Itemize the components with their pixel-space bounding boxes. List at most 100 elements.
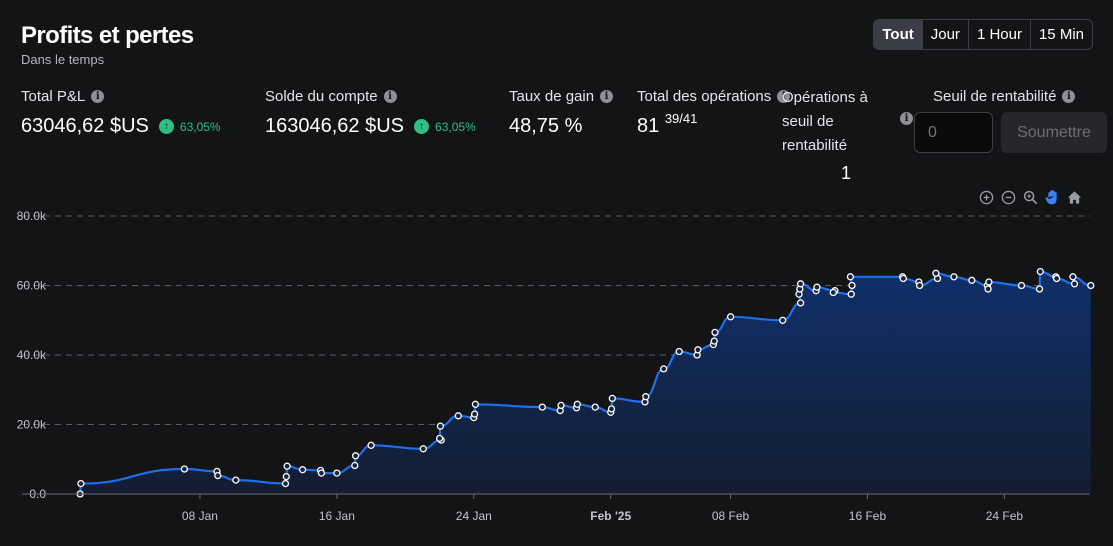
data-point <box>607 405 616 413</box>
stat-value: 1 <box>841 163 852 183</box>
data-point <box>283 462 291 470</box>
win-loss-count: 39/41 <box>664 111 698 126</box>
data-point <box>435 434 444 443</box>
data-point <box>642 393 650 401</box>
stat-total-pnl: Total P&L i 63046,62 $US ↑ 63,05% <box>21 88 221 138</box>
data-point <box>470 410 479 418</box>
data-point <box>779 316 787 324</box>
data-point <box>282 472 290 481</box>
stat-label: Taux de gain <box>509 88 595 105</box>
data-point <box>471 400 480 408</box>
data-point <box>232 476 240 484</box>
data-point <box>675 347 683 356</box>
stat-label: Opérations à seuil de rentabilité <box>782 89 868 154</box>
data-point <box>333 469 341 477</box>
data-point <box>796 280 805 288</box>
info-icon[interactable]: i <box>600 90 614 103</box>
page-title: Profits et pertes <box>21 22 194 49</box>
data-point <box>1069 273 1077 281</box>
range-button-15-min[interactable]: 15 Min <box>1029 20 1092 49</box>
stat-value: 48,75 % <box>509 115 583 137</box>
x-axis: 08 Jan 16 Jan 24 Jan Feb '25 08 Feb 16 Feb 24 … <box>22 493 1090 523</box>
x-tick-label: 16 Feb <box>849 509 887 523</box>
home-icon[interactable] <box>1065 188 1083 206</box>
stat-value: 163046,62 $US <box>265 115 405 137</box>
data-point <box>1070 280 1079 288</box>
data-point <box>214 471 222 480</box>
data-point <box>796 299 805 307</box>
data-point <box>351 452 360 460</box>
info-icon[interactable]: i <box>383 90 397 103</box>
data-point <box>436 422 445 430</box>
data-point <box>538 403 546 411</box>
chart-toolbar <box>977 188 1083 206</box>
data-point <box>968 276 976 284</box>
stat-total-operations: Total des opérations i 81 39/41 <box>637 88 791 138</box>
badge-value: 63,05% <box>179 119 221 134</box>
data-point <box>847 290 855 298</box>
percent-badge: ↑ 63,05% <box>158 119 221 134</box>
zoom-in-icon[interactable] <box>977 188 995 206</box>
info-icon[interactable]: i <box>777 90 791 103</box>
area-fill <box>80 271 1091 494</box>
zoom-out-icon[interactable] <box>999 188 1017 206</box>
arrow-up-icon: ↑ <box>414 119 430 134</box>
data-point <box>573 400 581 408</box>
data-point <box>351 461 359 470</box>
info-icon[interactable]: i <box>91 90 105 103</box>
info-icon[interactable]: i <box>1062 90 1076 103</box>
stat-label: Solde du compte <box>265 88 378 105</box>
threshold-label: Seuil de rentabilité <box>933 88 1057 105</box>
info-icon[interactable]: i <box>900 112 913 125</box>
data-point <box>1036 267 1044 276</box>
pan-hand-icon[interactable] <box>1043 188 1061 206</box>
area-path <box>80 271 1091 494</box>
range-button-all[interactable]: Tout <box>874 20 922 49</box>
data-point <box>591 403 599 411</box>
range-button-1-hour[interactable]: 1 Hour <box>967 20 1030 49</box>
x-tick-label: 16 Jan <box>319 509 355 523</box>
data-point <box>1052 274 1061 283</box>
stat-value: 63046,62 $US <box>21 115 149 137</box>
stat-label: Total P&L <box>21 88 86 105</box>
data-point <box>77 479 85 488</box>
data-point <box>317 469 326 477</box>
data-point <box>419 445 427 453</box>
data-point <box>846 273 855 281</box>
magnifier-icon[interactable] <box>1021 188 1039 206</box>
data-point <box>932 269 940 277</box>
data-point <box>848 281 856 290</box>
data-point <box>984 285 992 293</box>
data-point <box>813 283 821 291</box>
badge-value: 63,05% <box>435 119 476 134</box>
y-tick-label: 40.0k <box>17 348 47 362</box>
data-point <box>915 281 924 290</box>
submit-button[interactable]: Soumettre <box>1001 112 1107 153</box>
x-tick-label: 24 Feb <box>986 509 1024 523</box>
data-point <box>608 394 616 403</box>
data-point <box>694 346 702 354</box>
stat-value: 81 <box>637 115 660 137</box>
x-tick-label: 08 Jan <box>182 509 218 523</box>
range-button-day[interactable]: Jour <box>921 20 968 49</box>
data-point <box>711 328 719 337</box>
data-point <box>660 365 668 373</box>
arrow-up-icon: ↑ <box>158 119 174 134</box>
stat-account-balance: Solde du compte i 163046,62 $US ↑ 63,05% <box>265 88 476 138</box>
data-point <box>298 466 307 474</box>
data-point <box>367 441 375 449</box>
stat-win-rate: Taux de gain i 48,75 % <box>509 88 614 138</box>
x-tick-label: 24 Jan <box>456 509 492 523</box>
data-point <box>557 401 565 410</box>
stat-label: Total des opérations <box>637 88 772 105</box>
data-point <box>710 337 718 345</box>
data-point <box>454 412 462 420</box>
stat-breakeven-operations: Opérations à seuil de rentabilité i <box>782 86 913 158</box>
data-point <box>726 313 735 321</box>
data-point <box>180 465 189 473</box>
data-point <box>950 273 958 281</box>
data-point <box>1017 281 1026 290</box>
threshold-input[interactable] <box>914 112 993 153</box>
percent-badge: ↑ 63,05% <box>414 119 476 134</box>
